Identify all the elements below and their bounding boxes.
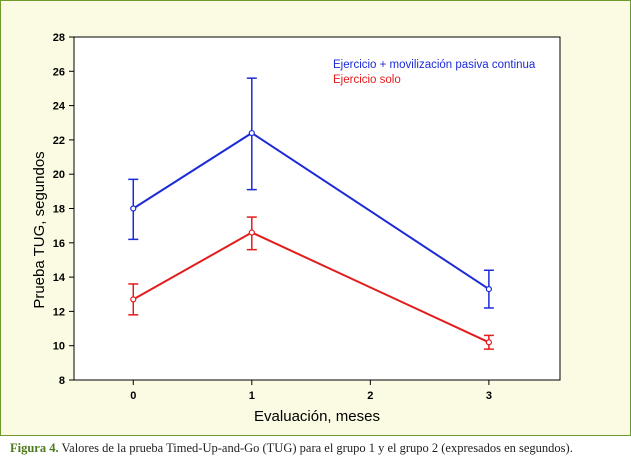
- plot-area: [73, 36, 561, 381]
- y-tick-label: 28: [53, 32, 65, 44]
- x-axis-label: Evaluación, meses: [254, 408, 380, 425]
- series-2-point: [485, 339, 492, 346]
- series-2-point: [130, 296, 137, 303]
- y-tick-label: 20: [53, 169, 65, 181]
- series-2-point: [248, 229, 255, 236]
- caption-label: Figura 4.: [10, 441, 59, 455]
- figure-caption: Figura 4. Valores de la prueba Timed-Up-…: [10, 441, 628, 456]
- x-axis-ticks: 0 1 2 3: [130, 380, 492, 402]
- y-tick-label: 18: [53, 204, 65, 216]
- x-tick-label: 3: [486, 390, 492, 402]
- y-axis-ticks: 8 10 12 14 16 18 20 22 24 26 28: [53, 32, 74, 387]
- legend-entry-series-1: Ejercicio + movilización pasiva continua: [333, 59, 536, 71]
- y-tick-label: 16: [53, 238, 65, 250]
- series-layer: [128, 77, 494, 350]
- y-tick-label: 8: [59, 375, 65, 387]
- series-1-point: [485, 286, 492, 293]
- y-tick-label: 26: [53, 66, 65, 78]
- x-tick-label: 2: [367, 390, 373, 402]
- y-tick-label: 24: [53, 101, 66, 113]
- y-tick-label: 14: [53, 272, 66, 284]
- series-1-point: [248, 129, 255, 137]
- caption-text: Valores de la prueba Timed-Up-and-Go (TU…: [58, 441, 573, 455]
- y-tick-label: 10: [53, 341, 65, 353]
- series-1-point: [130, 205, 137, 212]
- y-axis-label: Prueba TUG, segundos: [31, 151, 48, 308]
- y-tick-label: 12: [53, 306, 65, 318]
- x-tick-label: 1: [249, 390, 255, 402]
- y-tick-label: 22: [53, 135, 65, 147]
- legend-entry-series-2: Ejercicio solo: [333, 74, 401, 86]
- x-tick-label: 0: [130, 390, 136, 402]
